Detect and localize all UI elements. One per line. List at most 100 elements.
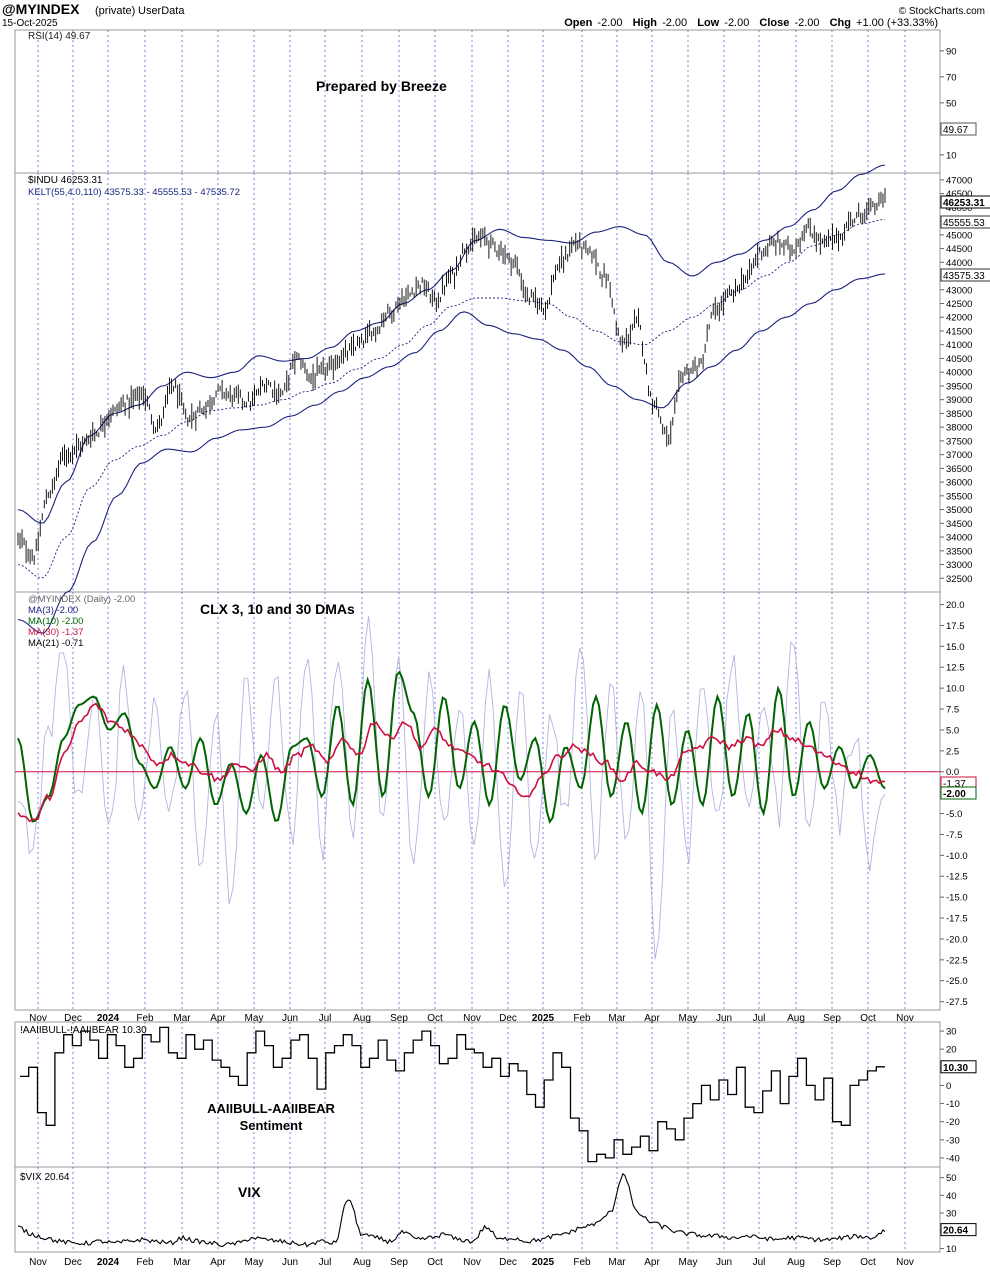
clx-y-tick-label: 17.5 bbox=[946, 621, 965, 632]
keltner-lower-band bbox=[17, 273, 886, 634]
open-label: Open bbox=[564, 17, 592, 29]
clx-ma30-line bbox=[17, 702, 886, 823]
x-tick-label-top: Dec bbox=[64, 1013, 82, 1024]
keltner-upper-band bbox=[17, 164, 886, 524]
clx-y-tick-label: 12.5 bbox=[946, 663, 965, 674]
price-y-tick-label: 32500 bbox=[946, 574, 972, 585]
x-tick-label-bottom: Oct bbox=[860, 1257, 876, 1268]
clx-y-tick-label: -10.0 bbox=[946, 851, 968, 862]
price-y-tick-label: 34500 bbox=[946, 519, 972, 530]
price-y-tick-label: 44500 bbox=[946, 244, 972, 255]
sentiment-annotation-1: AAIIBULL-AAIIBEAR bbox=[207, 1101, 335, 1116]
x-tick-label-top: 2025 bbox=[532, 1013, 555, 1024]
clx-annotation: CLX 3, 10 and 30 DMAs bbox=[200, 601, 355, 617]
x-tick-label-top: Nov bbox=[29, 1013, 47, 1024]
clx-y-tick-label: -15.0 bbox=[946, 893, 968, 904]
x-tick-label-top: Dec bbox=[499, 1013, 517, 1024]
x-tick-label-top: Nov bbox=[896, 1013, 914, 1024]
rsi-legend: RSI(14) 49.67 bbox=[28, 31, 91, 42]
rsi-y-tick-label: 50 bbox=[946, 98, 957, 109]
price-y-tick-label: 37000 bbox=[946, 450, 972, 461]
price-y-tick-label: 35000 bbox=[946, 505, 972, 516]
x-tick-label-bottom: May bbox=[679, 1257, 698, 1268]
clx-y-tick-label: -12.5 bbox=[946, 872, 968, 883]
vix-y-tick-label: 40 bbox=[946, 1191, 957, 1202]
rsi-annotation: Prepared by Breeze bbox=[316, 78, 447, 94]
clx-layer bbox=[15, 615, 940, 960]
price-y-tick-label: 33000 bbox=[946, 560, 972, 571]
x-tick-label-top: Mar bbox=[608, 1013, 626, 1024]
sentiment-last-value: 10.30 bbox=[943, 1063, 968, 1074]
x-tick-label-top: Nov bbox=[463, 1013, 481, 1024]
clx-legend-ma30: MA(30) -1.37 bbox=[28, 627, 83, 638]
ohlc-readout: Open -2.00 High -2.00 Low -2.00 Close -2… bbox=[564, 17, 938, 29]
price-y-tick-label: 43000 bbox=[946, 285, 972, 296]
sent-y-tick-label: 20 bbox=[946, 1045, 957, 1056]
sentiment-layer bbox=[20, 1026, 885, 1163]
vix-legend: $VIX 20.64 bbox=[20, 1172, 70, 1183]
price-y-tick-label: 38500 bbox=[946, 409, 972, 420]
clx-y-tick-label: -5.0 bbox=[946, 809, 962, 820]
clx-ma10-label-box bbox=[940, 786, 977, 800]
sentiment-annotation-2: Sentiment bbox=[240, 1118, 304, 1133]
price-y-tick-label: 38000 bbox=[946, 423, 972, 434]
x-tick-label-top: Oct bbox=[860, 1013, 876, 1024]
x-tick-label-bottom: Mar bbox=[173, 1257, 191, 1268]
rsi-y-tick-label: 90 bbox=[946, 46, 957, 57]
x-tick-label-top: Jun bbox=[282, 1013, 298, 1024]
price-layer bbox=[17, 164, 886, 634]
x-tick-label-top: Aug bbox=[353, 1013, 371, 1024]
price-panel-frame bbox=[14, 172, 941, 593]
keltner-middle-band bbox=[17, 218, 886, 579]
low-label: Low bbox=[697, 17, 719, 29]
clx-legend-ma3: MA(3) -2.00 bbox=[28, 605, 78, 616]
x-tick-label-top: May bbox=[679, 1013, 698, 1024]
x-tick-label-bottom: Mar bbox=[608, 1257, 626, 1268]
clx-legend-ma21: MA(21) -0.71 bbox=[28, 638, 83, 649]
vix-panel-frame bbox=[14, 1166, 941, 1253]
vix-line bbox=[17, 1172, 886, 1248]
x-tick-label-bottom: Feb bbox=[136, 1257, 154, 1268]
sent-y-tick-label: -10 bbox=[946, 1099, 960, 1110]
x-tick-label-bottom: Dec bbox=[64, 1257, 82, 1268]
x-tick-label-top: Jul bbox=[319, 1013, 332, 1024]
x-tick-label-bottom: Sep bbox=[823, 1257, 841, 1268]
x-tick-label-bottom: Apr bbox=[644, 1257, 660, 1268]
rsi-panel-frame bbox=[14, 29, 941, 174]
x-tick-label-bottom: May bbox=[245, 1257, 264, 1268]
vix-last-value-box bbox=[940, 1223, 977, 1237]
x-tick-label-top: May bbox=[245, 1013, 264, 1024]
price-y-tick-label: 35500 bbox=[946, 491, 972, 502]
privacy-label: (private) bbox=[95, 5, 135, 17]
rsi-y-tick-label: 10 bbox=[946, 150, 957, 161]
sent-y-tick-label: -20 bbox=[946, 1117, 960, 1128]
symbol-title: @MYINDEX bbox=[2, 1, 80, 17]
keltner-lower-label: 43575.33 bbox=[943, 271, 985, 282]
sent-y-tick-label: -40 bbox=[946, 1153, 960, 1164]
price-y-tick-label: 42500 bbox=[946, 299, 972, 310]
sent-y-tick-label: -30 bbox=[946, 1135, 960, 1146]
sentiment-panel-frame bbox=[14, 1021, 941, 1168]
vix-y-tick-label: 30 bbox=[946, 1209, 957, 1220]
brand-label: © StockCharts.com bbox=[899, 6, 985, 17]
x-tick-label-bottom: Aug bbox=[353, 1257, 371, 1268]
clx-y-tick-label: 15.0 bbox=[946, 642, 965, 653]
keltner-middle-label: 45555.53 bbox=[943, 218, 985, 229]
clx-y-tick-label: -22.5 bbox=[946, 955, 968, 966]
sent-y-tick-label: 30 bbox=[946, 1027, 957, 1038]
axis-layer: Nov Dec 2024 Feb Mar Apr May Jun Jul Aug Sep Oct Nov… bbox=[29, 46, 990, 1268]
x-tick-label-top: Apr bbox=[644, 1013, 660, 1024]
x-tick-label-bottom: Aug bbox=[787, 1257, 805, 1268]
x-tick-label-bottom: Feb bbox=[573, 1257, 591, 1268]
clx-panel-frame bbox=[14, 591, 941, 1011]
clx-y-tick-label: -17.5 bbox=[946, 914, 968, 925]
vix-y-tick-label: 50 bbox=[946, 1173, 957, 1184]
price-y-tick-label: 45000 bbox=[946, 230, 972, 241]
rsi-last-value-box bbox=[940, 122, 977, 136]
clx-y-tick-label: -25.0 bbox=[946, 976, 968, 987]
vix-last-value: 20.64 bbox=[943, 1226, 968, 1237]
clx-y-tick-label: 0.0 bbox=[946, 767, 959, 778]
x-tick-label-top: Mar bbox=[173, 1013, 191, 1024]
